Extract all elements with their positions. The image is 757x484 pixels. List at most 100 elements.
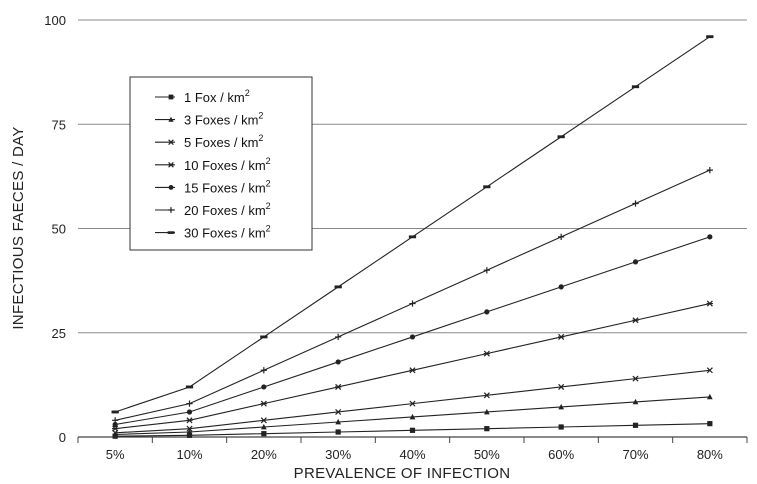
data-point <box>186 428 193 435</box>
data-point <box>632 422 639 428</box>
legend-unit-superscript: 2 <box>266 178 271 188</box>
y-tick-label: 25 <box>52 326 66 341</box>
data-point <box>483 185 491 189</box>
x-tick-label: 20% <box>251 447 277 462</box>
data-point <box>186 409 193 415</box>
legend-label: 5 Foxes / km2 <box>184 133 263 150</box>
legend-label: 30 Foxes / km2 <box>184 224 271 241</box>
legend-series-name: 15 Foxes <box>184 180 241 195</box>
series-layer <box>111 35 714 439</box>
data-point <box>112 421 118 428</box>
legend-unit-superscript: 2 <box>266 224 271 234</box>
legend-unit: / km <box>241 180 266 195</box>
y-axis-title: INFECTIOUS FAECES / DAY <box>10 126 27 329</box>
legend-series-name: 5 Foxes <box>184 135 234 150</box>
data-point <box>706 393 713 400</box>
legend-marker <box>167 231 175 234</box>
legend-series-name: 30 Foxes <box>184 226 241 241</box>
data-point <box>557 135 565 139</box>
series-15-foxes <box>112 234 713 428</box>
data-point <box>335 333 342 341</box>
y-tick-label: 50 <box>52 222 66 237</box>
data-point <box>408 235 417 239</box>
x-axis-title: PREVALENCE OF INFECTION <box>294 465 511 482</box>
x-tick-label: 10% <box>176 447 202 462</box>
data-point <box>260 335 268 339</box>
x-tick-label: 80% <box>697 447 723 462</box>
data-point <box>707 421 713 427</box>
data-point <box>483 267 490 274</box>
data-point <box>409 427 416 433</box>
data-point <box>558 233 565 240</box>
data-point <box>335 418 342 425</box>
data-point <box>558 333 565 340</box>
legend-unit: / km <box>241 226 266 241</box>
legend-unit: / km <box>234 135 259 150</box>
series-line <box>115 369 710 434</box>
data-point <box>484 309 490 315</box>
data-point <box>334 285 342 289</box>
legend-unit-superscript: 2 <box>266 156 271 166</box>
data-point <box>335 429 341 435</box>
legend-label: 15 Foxes / km2 <box>184 178 271 195</box>
data-point <box>112 431 119 437</box>
y-tick-label: 0 <box>59 430 66 445</box>
data-point <box>185 385 194 389</box>
series-line <box>115 236 711 426</box>
legend-series-name: 3 Foxes <box>184 113 234 128</box>
legend-unit-superscript: 2 <box>245 88 250 98</box>
data-point <box>111 410 119 414</box>
legend-box <box>129 76 313 251</box>
series-1-fox <box>112 421 713 439</box>
data-point <box>632 259 639 265</box>
data-point <box>558 383 565 390</box>
data-point <box>186 432 193 438</box>
data-point <box>261 384 267 390</box>
data-point <box>707 234 713 240</box>
legend-label: 3 Foxes / km2 <box>184 111 263 128</box>
legend-unit: / km <box>220 90 245 105</box>
series-line <box>115 303 710 430</box>
y-tick-label: 75 <box>52 117 66 132</box>
data-point <box>484 426 490 432</box>
legend-unit-superscript: 2 <box>258 111 263 121</box>
data-point <box>186 400 193 407</box>
legend-label: 1 Fox / km2 <box>184 88 250 105</box>
legend-unit-superscript: 2 <box>258 133 263 143</box>
legend-item: 20 Foxes / km2 <box>155 201 271 218</box>
legend-marker <box>168 161 174 168</box>
data-point <box>260 417 267 424</box>
data-point <box>706 35 714 39</box>
legend-item: 5 Foxes / km2 <box>155 133 263 150</box>
series-3-foxes <box>112 393 713 437</box>
data-point <box>631 85 640 89</box>
x-tick-label: 50% <box>474 447 500 462</box>
data-point <box>409 300 416 307</box>
series-30-foxes <box>111 35 714 414</box>
series-10-foxes <box>112 300 713 432</box>
data-point <box>186 417 193 424</box>
data-point <box>706 367 713 374</box>
data-point <box>706 300 713 307</box>
data-point <box>409 367 416 374</box>
legend-marker <box>168 207 174 213</box>
legend-series-name: 1 Fox <box>184 90 220 105</box>
legend-series-name: 10 Foxes <box>184 158 241 173</box>
legend-item: 10 Foxes / km2 <box>155 156 271 173</box>
legend-marker <box>168 185 174 190</box>
legend-item: 1 Fox / km2 <box>155 88 250 105</box>
data-point <box>335 383 342 390</box>
x-tick-label: 60% <box>548 447 574 462</box>
legend-unit: / km <box>241 158 266 173</box>
data-point <box>335 408 342 416</box>
legend-unit: / km <box>234 113 259 128</box>
legend-unit: / km <box>241 203 266 218</box>
legend-marker <box>168 116 174 122</box>
legend-marker <box>168 139 174 146</box>
series-5-foxes <box>112 367 713 436</box>
legend-marker <box>168 94 174 100</box>
legend-label: 10 Foxes / km2 <box>184 156 271 173</box>
data-point <box>558 284 564 290</box>
